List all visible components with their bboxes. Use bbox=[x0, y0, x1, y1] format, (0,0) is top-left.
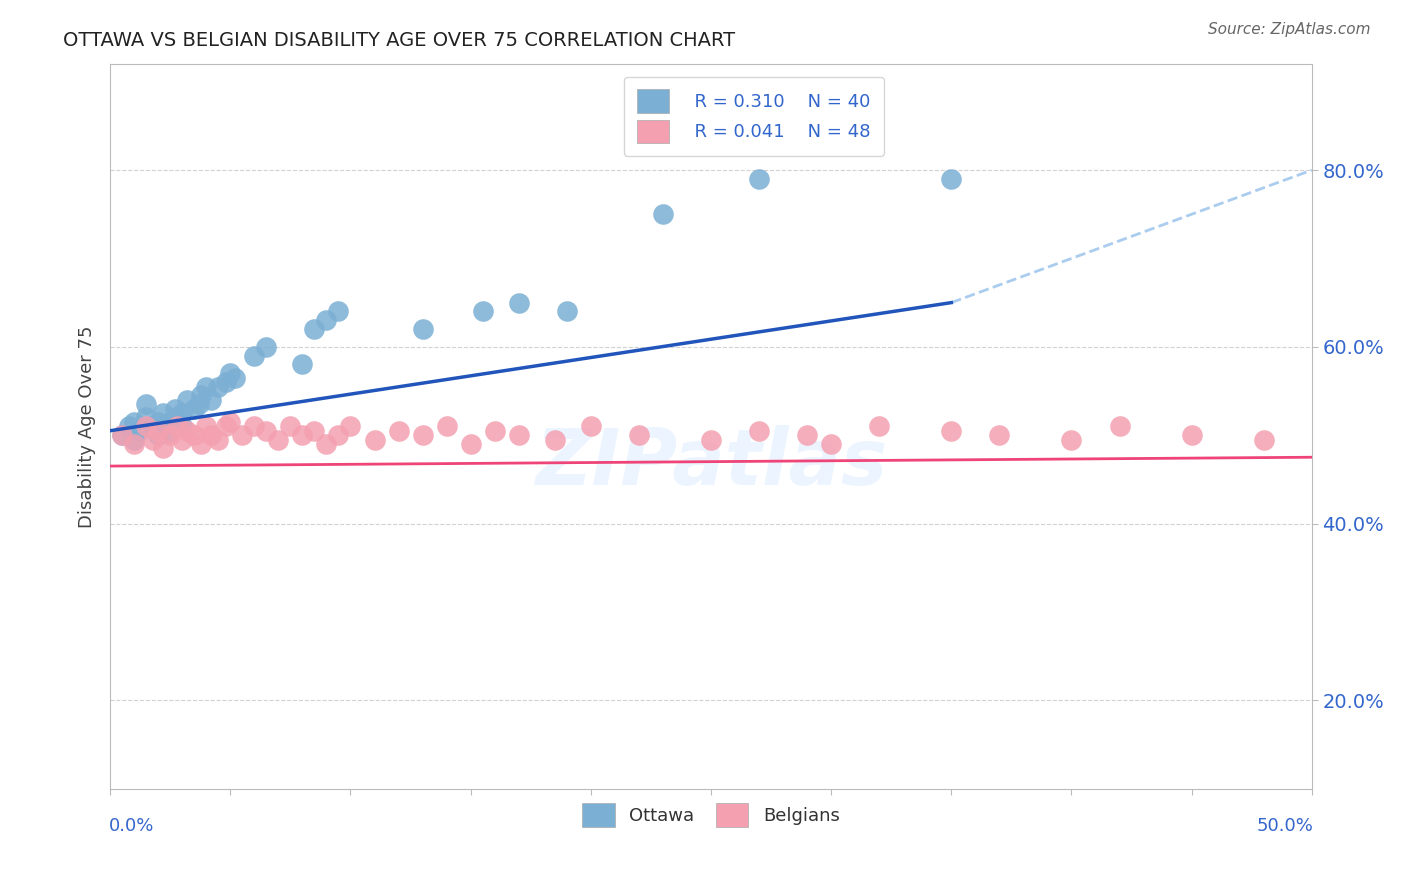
Point bbox=[484, 424, 506, 438]
Point bbox=[1181, 428, 1204, 442]
Point bbox=[868, 419, 890, 434]
Point bbox=[166, 419, 188, 434]
Point bbox=[122, 415, 145, 429]
Point bbox=[328, 428, 350, 442]
Point bbox=[1060, 433, 1083, 447]
Point bbox=[118, 419, 141, 434]
Point bbox=[627, 428, 650, 442]
Point bbox=[315, 313, 337, 327]
Point bbox=[280, 419, 302, 434]
Point bbox=[172, 433, 194, 447]
Point bbox=[172, 406, 194, 420]
Point bbox=[471, 304, 494, 318]
Point bbox=[941, 172, 963, 186]
Point bbox=[148, 415, 170, 429]
Point bbox=[796, 428, 818, 442]
Point bbox=[207, 379, 229, 393]
Point bbox=[183, 401, 205, 416]
Point bbox=[1253, 433, 1275, 447]
Point bbox=[159, 424, 181, 438]
Point bbox=[328, 304, 350, 318]
Point bbox=[339, 419, 361, 434]
Point bbox=[412, 322, 434, 336]
Point bbox=[267, 433, 290, 447]
Point bbox=[200, 428, 222, 442]
Point bbox=[508, 428, 530, 442]
Point bbox=[207, 433, 229, 447]
Point bbox=[214, 419, 236, 434]
Point bbox=[1108, 419, 1130, 434]
Point bbox=[122, 433, 145, 447]
Point bbox=[148, 424, 170, 438]
Point bbox=[700, 433, 723, 447]
Point bbox=[436, 419, 458, 434]
Point bbox=[219, 366, 242, 380]
Point bbox=[122, 437, 145, 451]
Point bbox=[200, 392, 222, 407]
Point bbox=[142, 433, 165, 447]
Point bbox=[555, 304, 578, 318]
Y-axis label: Disability Age Over 75: Disability Age Over 75 bbox=[79, 325, 96, 527]
Point bbox=[387, 424, 409, 438]
Point bbox=[135, 419, 157, 434]
Point bbox=[188, 397, 211, 411]
Point bbox=[111, 428, 134, 442]
Text: OTTAWA VS BELGIAN DISABILITY AGE OVER 75 CORRELATION CHART: OTTAWA VS BELGIAN DISABILITY AGE OVER 75… bbox=[63, 31, 735, 50]
Text: 0.0%: 0.0% bbox=[108, 816, 155, 835]
Point bbox=[304, 322, 326, 336]
Point bbox=[165, 401, 187, 416]
Text: 50.0%: 50.0% bbox=[1256, 816, 1313, 835]
Point bbox=[820, 437, 842, 451]
Point bbox=[152, 406, 174, 420]
Point bbox=[748, 172, 770, 186]
Point bbox=[148, 428, 170, 442]
Point bbox=[190, 437, 212, 451]
Point bbox=[544, 433, 567, 447]
Point bbox=[128, 424, 150, 438]
Point bbox=[172, 419, 194, 434]
Point bbox=[159, 428, 181, 442]
Point bbox=[159, 415, 181, 429]
Point bbox=[166, 410, 188, 425]
Point bbox=[315, 437, 337, 451]
Point bbox=[291, 358, 314, 372]
Text: Source: ZipAtlas.com: Source: ZipAtlas.com bbox=[1208, 22, 1371, 37]
Point bbox=[363, 433, 385, 447]
Point bbox=[412, 428, 434, 442]
Point bbox=[135, 410, 157, 425]
Point bbox=[291, 428, 314, 442]
Point bbox=[243, 419, 266, 434]
Point bbox=[579, 419, 602, 434]
Point bbox=[183, 428, 205, 442]
Point bbox=[941, 424, 963, 438]
Point bbox=[304, 424, 326, 438]
Point bbox=[988, 428, 1011, 442]
Legend: Ottawa, Belgians: Ottawa, Belgians bbox=[575, 797, 846, 834]
Point bbox=[508, 295, 530, 310]
Point bbox=[190, 388, 212, 402]
Point bbox=[651, 207, 673, 221]
Point bbox=[142, 419, 165, 434]
Point bbox=[243, 349, 266, 363]
Point bbox=[254, 340, 277, 354]
Point bbox=[748, 424, 770, 438]
Point bbox=[152, 442, 174, 456]
Point bbox=[195, 419, 218, 434]
Point bbox=[231, 428, 253, 442]
Point bbox=[176, 392, 198, 407]
Point bbox=[254, 424, 277, 438]
Point bbox=[224, 370, 246, 384]
Text: ZIPatlas: ZIPatlas bbox=[534, 425, 887, 500]
Point bbox=[460, 437, 482, 451]
Point bbox=[214, 375, 236, 389]
Point bbox=[219, 415, 242, 429]
Point bbox=[195, 379, 218, 393]
Point bbox=[111, 428, 134, 442]
Point bbox=[135, 397, 157, 411]
Point bbox=[176, 424, 198, 438]
